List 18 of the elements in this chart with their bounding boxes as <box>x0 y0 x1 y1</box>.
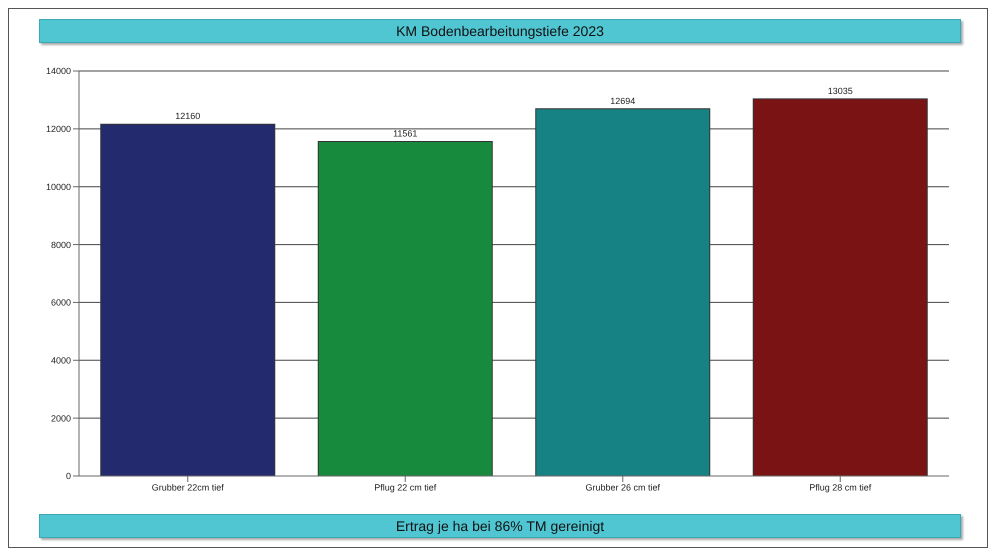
data-label: 12694 <box>610 96 636 106</box>
y-tick-label: 12000 <box>46 124 71 134</box>
data-label: 12160 <box>175 111 200 122</box>
x-tick-label: Pflug 22 cm tief <box>374 482 437 492</box>
y-tick-label: 6000 <box>50 298 71 308</box>
y-tick-label: 10000 <box>46 182 71 192</box>
chart-title: KM Bodenbearbeitungstiefe 2023 <box>39 19 961 43</box>
data-label: 11561 <box>393 128 418 139</box>
text: Ertrag je ha bei 86% TM gereinigt <box>39 514 961 538</box>
y-tick-label: 4000 <box>50 355 71 366</box>
y-tick-label: 8000 <box>50 240 71 250</box>
x-tick-label: Pflug 28 cm tief <box>809 482 872 492</box>
y-tick-label: 2000 <box>50 413 71 424</box>
y-tick-label: 14000 <box>46 66 71 76</box>
x-tick-label: Grubber 22cm tief <box>152 482 224 492</box>
data-label: 13035 <box>828 86 853 96</box>
y-tick-label: 0 <box>66 471 71 482</box>
x-tick-label: Grubber 26 cm tief <box>585 482 661 492</box>
